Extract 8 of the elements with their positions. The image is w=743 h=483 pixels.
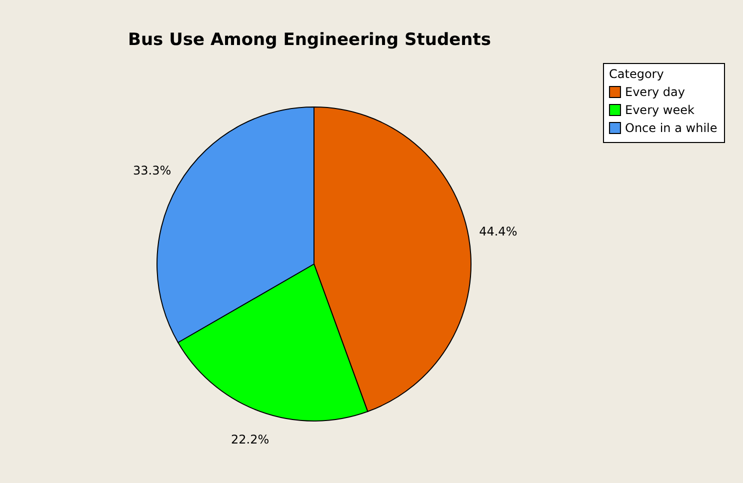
legend-title: Category [609, 67, 664, 81]
legend-label: Every week [625, 103, 694, 117]
legend-label: Once in a while [625, 121, 718, 135]
data-label: 22.2% [230, 432, 270, 447]
data-label: 44.4% [479, 224, 518, 239]
chart-title: Bus Use Among Engineering Students [128, 30, 492, 50]
data-label: 33.3% [132, 164, 172, 178]
legend-label: Every day [625, 85, 685, 99]
